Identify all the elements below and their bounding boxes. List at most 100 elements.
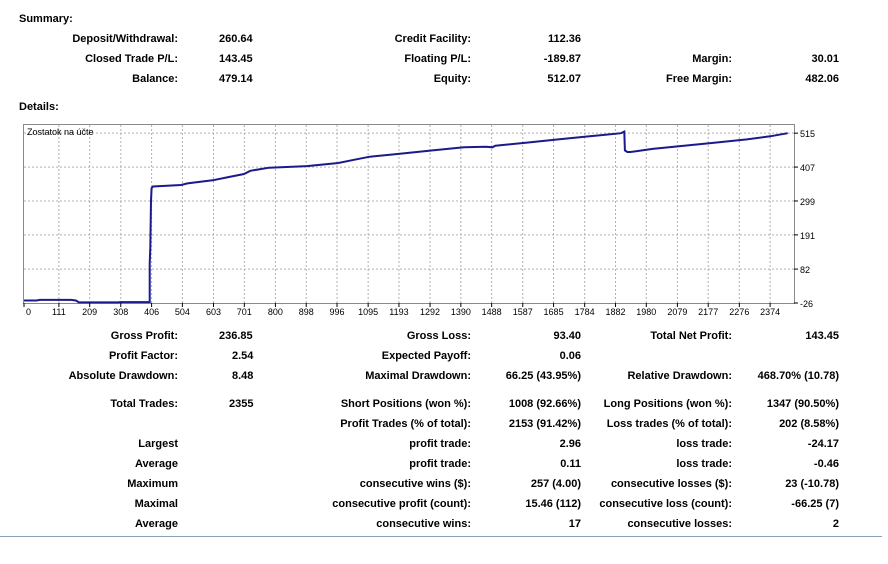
x-tick-label: 800 [268,307,283,317]
x-tick-label: 1882 [605,307,625,317]
x-tick-label: 308 [113,307,128,317]
x-tick-label: 2374 [760,307,780,317]
average-loss-trade-label: loss trade: [676,458,732,470]
margin-value: 30.01 [811,53,839,65]
profit-factor-value: 2.54 [232,350,254,362]
gross-profit-label: Gross Profit: [110,330,178,342]
summary-title: Summary: [19,13,73,25]
x-tick-label: 1292 [420,307,440,317]
average-profit-trade-label: profit trade: [409,458,471,470]
expected-payoff-value: 0.06 [559,350,581,362]
x-tick-label: 2177 [698,307,718,317]
y-tick-label: 407 [800,163,815,173]
chart-title: Zostatok na účte [27,127,94,137]
x-tick-label: 1784 [575,307,595,317]
balance-label: Balance: [132,73,178,85]
x-tick-label: 209 [82,307,97,317]
closed-trade-pl-label: Closed Trade P/L: [85,53,178,65]
maximal-consecutive-profit-value: 15.46 (112) [525,498,581,510]
x-tick-label: 1587 [513,307,533,317]
x-tick-label: 701 [237,307,252,317]
maximal-consecutive-loss-value: -66.25 (7) [791,498,839,510]
x-tick-label: 2276 [729,307,749,317]
y-tick-label: 191 [800,231,815,241]
deposit-withdrawal-label: Deposit/Withdrawal: [72,33,178,45]
loss-trades-value: 202 (8.58%) [779,418,839,430]
details-title: Details: [19,101,59,113]
free-margin-value: 482.06 [805,73,839,85]
x-tick-label: 996 [330,307,345,317]
gross-loss-value: 93.40 [553,330,581,342]
x-tick-label: 1980 [636,307,656,317]
absolute-drawdown-value: 8.48 [232,370,254,382]
relative-drawdown-value: 468.70% (10.78) [757,370,839,382]
maximal-drawdown-value: 66.25 (43.95%) [505,370,581,382]
largest-label: Largest [138,438,178,450]
deposit-withdrawal-value: 260.64 [219,33,253,45]
loss-trades-label: Loss trades (% of total): [606,418,732,430]
x-tick-label: 1193 [389,307,408,317]
x-tick-label: 504 [175,307,190,317]
equity-label: Equity: [433,73,471,85]
max-consecutive-wins-value: 257 (4.00) [530,478,581,490]
floating-pl-value: -189.87 [543,53,581,65]
x-tick-label: 1685 [544,307,564,317]
largest-profit-trade-label: profit trade: [409,438,471,450]
average-label: Average [134,458,178,470]
average-consecutive-label: Average [134,518,178,530]
x-tick-label: 1095 [358,307,378,317]
x-tick-label: 406 [144,307,159,317]
largest-loss-trade-label: loss trade: [676,438,732,450]
maximal-label: Maximal [134,498,178,510]
y-tick-label: -26 [800,299,813,309]
y-tick-label: 515 [800,129,815,139]
average-consecutive-losses-label: consecutive losses: [627,518,732,530]
x-tick-label: 898 [299,307,314,317]
absolute-drawdown-label: Absolute Drawdown: [68,370,178,382]
total-trades-value: 2355 [229,398,254,410]
long-positions-value: 1347 (90.50%) [766,398,839,410]
average-consecutive-wins-label: consecutive wins: [376,518,471,530]
x-tick-label: 0 [26,307,31,317]
profit-trades-label: Profit Trades (% of total): [340,418,471,430]
margin-label: Margin: [692,53,732,65]
gross-loss-label: Gross Loss: [406,330,471,342]
balance-chart: 515 407 299 191 82 -26 0 111 209 308 406 504 603 701 8… [23,125,815,317]
total-net-profit-value: 143.45 [805,330,839,342]
largest-loss-trade-value: -24.17 [807,438,839,450]
long-positions-label: Long Positions (won %): [603,398,732,410]
profit-factor-label: Profit Factor: [108,350,178,362]
gross-profit-value: 236.85 [219,330,253,342]
average-profit-trade-value: 0.11 [560,458,581,470]
x-tick-label: 1390 [451,307,471,317]
total-net-profit-label: Total Net Profit: [650,330,732,342]
max-consecutive-losses-value: 23 (-10.78) [785,478,839,490]
maximum-label: Maximum [127,478,178,490]
balance-line [24,130,788,304]
average-consecutive-wins-value: 17 [568,518,581,530]
short-positions-label: Short Positions (won %): [340,398,471,410]
average-loss-trade-value: -0.46 [813,458,839,470]
x-tick-label: 111 [52,307,66,317]
x-tick-label: 2079 [667,307,687,317]
largest-profit-trade-value: 2.96 [559,438,581,450]
max-consecutive-wins-label: consecutive wins ($): [359,478,471,490]
balance-value: 479.14 [219,73,253,85]
x-tick-label: 1488 [482,307,502,317]
closed-trade-pl-value: 143.45 [219,53,253,65]
x-tick-label: 603 [206,307,221,317]
bottom-divider [0,536,882,537]
credit-facility-label: Credit Facility: [394,33,471,45]
maximal-drawdown-label: Maximal Drawdown: [365,370,471,382]
maximal-consecutive-loss-label: consecutive loss (count): [599,498,732,510]
floating-pl-label: Floating P/L: [404,53,471,65]
y-tick-label: 299 [800,197,815,207]
short-positions-value: 1008 (92.66%) [508,398,581,410]
relative-drawdown-label: Relative Drawdown: [627,370,732,382]
profit-trades-value: 2153 (91.42%) [508,418,581,430]
credit-facility-value: 112.36 [547,33,581,45]
total-trades-label: Total Trades: [110,398,178,410]
average-consecutive-losses-value: 2 [832,518,839,530]
max-consecutive-losses-label: consecutive losses ($): [610,478,732,490]
y-tick-label: 82 [800,265,810,275]
